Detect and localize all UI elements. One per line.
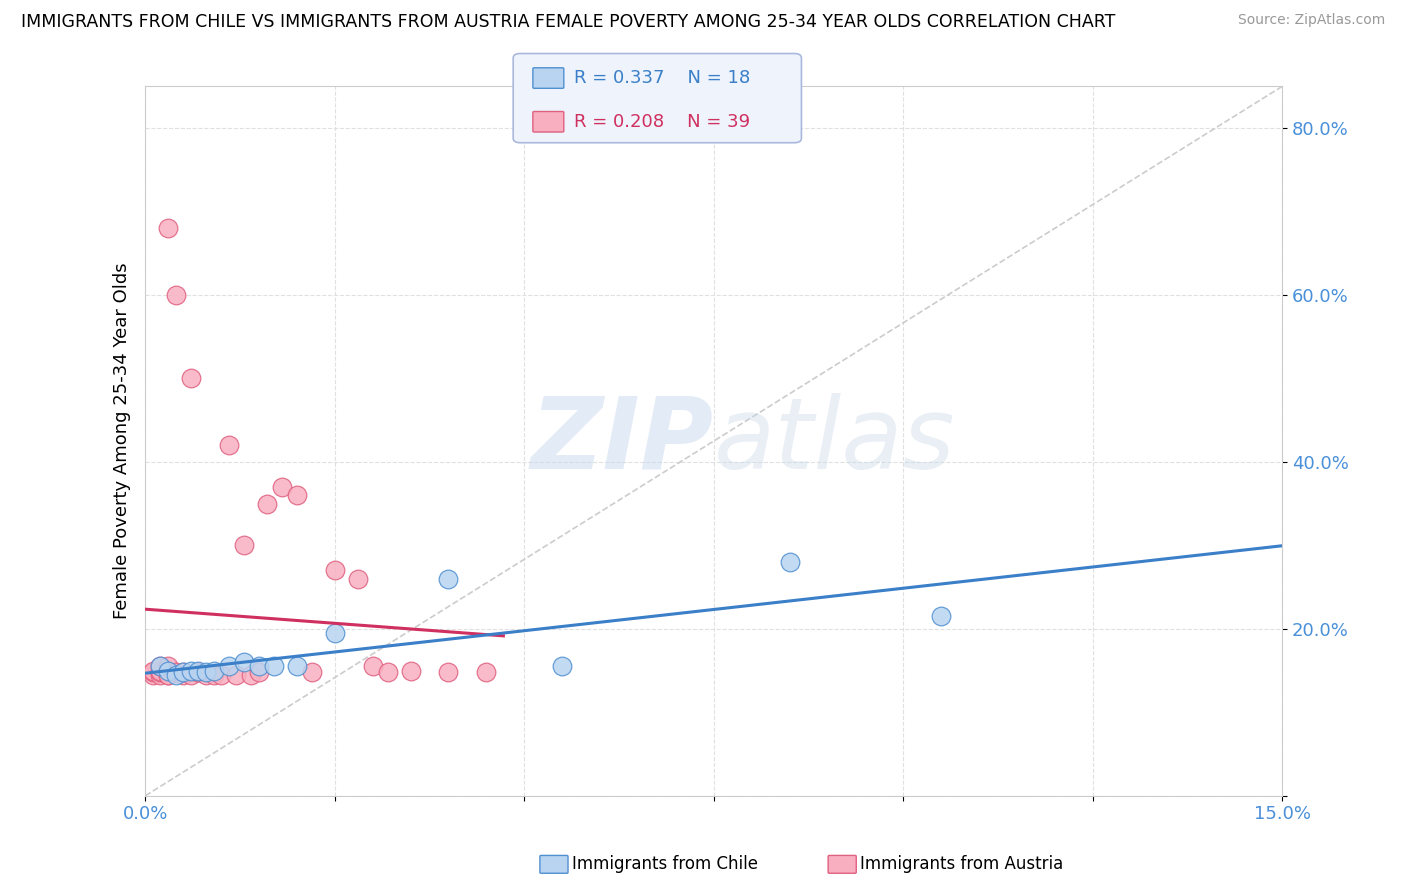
Point <box>437 665 460 680</box>
Point <box>263 659 285 673</box>
Point <box>194 665 217 680</box>
Point <box>361 659 384 673</box>
Point <box>157 667 180 681</box>
Point <box>157 221 180 235</box>
Point <box>157 659 180 673</box>
Point <box>779 555 801 569</box>
Point <box>165 665 187 680</box>
Point <box>323 626 346 640</box>
Point <box>165 667 187 681</box>
Point <box>285 488 308 502</box>
Point <box>202 667 225 681</box>
Point <box>194 667 217 681</box>
Point <box>323 563 346 577</box>
Point <box>209 667 232 681</box>
Text: IMMIGRANTS FROM CHILE VS IMMIGRANTS FROM AUSTRIA FEMALE POVERTY AMONG 25-34 YEAR: IMMIGRANTS FROM CHILE VS IMMIGRANTS FROM… <box>21 13 1115 31</box>
Point <box>180 664 202 678</box>
Point <box>187 664 209 678</box>
Y-axis label: Female Poverty Among 25-34 Year Olds: Female Poverty Among 25-34 Year Olds <box>114 263 131 619</box>
Point <box>187 665 209 680</box>
Point <box>247 659 270 673</box>
Point <box>270 480 292 494</box>
Point <box>149 665 172 680</box>
Text: R = 0.208    N = 39: R = 0.208 N = 39 <box>574 112 749 131</box>
Point <box>142 667 165 681</box>
Point <box>285 659 308 673</box>
Point <box>346 572 368 586</box>
Point <box>172 665 194 680</box>
Point <box>202 664 225 678</box>
Text: Immigrants from Chile: Immigrants from Chile <box>572 855 758 873</box>
Point <box>232 655 254 669</box>
Point <box>172 667 194 681</box>
Point <box>218 438 240 452</box>
Point <box>149 664 172 678</box>
Point <box>180 667 202 681</box>
Point <box>142 664 165 678</box>
Point <box>240 667 263 681</box>
Point <box>377 665 399 680</box>
Point <box>225 667 247 681</box>
Text: Immigrants from Austria: Immigrants from Austria <box>860 855 1064 873</box>
Point <box>232 538 254 552</box>
Point <box>218 659 240 673</box>
Text: R = 0.337    N = 18: R = 0.337 N = 18 <box>574 69 749 87</box>
Point <box>551 659 574 673</box>
Text: Source: ZipAtlas.com: Source: ZipAtlas.com <box>1237 13 1385 28</box>
Text: atlas: atlas <box>714 392 956 490</box>
Point <box>929 609 952 624</box>
Point <box>256 497 278 511</box>
Point <box>165 288 187 302</box>
Text: ZIP: ZIP <box>531 392 714 490</box>
Point <box>399 664 422 678</box>
Point <box>149 667 172 681</box>
Point <box>149 659 172 673</box>
Point <box>247 665 270 680</box>
Point <box>301 665 323 680</box>
Point <box>142 665 165 680</box>
Point <box>157 664 180 678</box>
Point <box>149 659 172 673</box>
Point <box>475 665 498 680</box>
Point <box>157 667 180 681</box>
Point <box>187 665 209 680</box>
Point <box>172 665 194 680</box>
Point <box>437 572 460 586</box>
Point <box>180 371 202 385</box>
Point <box>157 664 180 678</box>
